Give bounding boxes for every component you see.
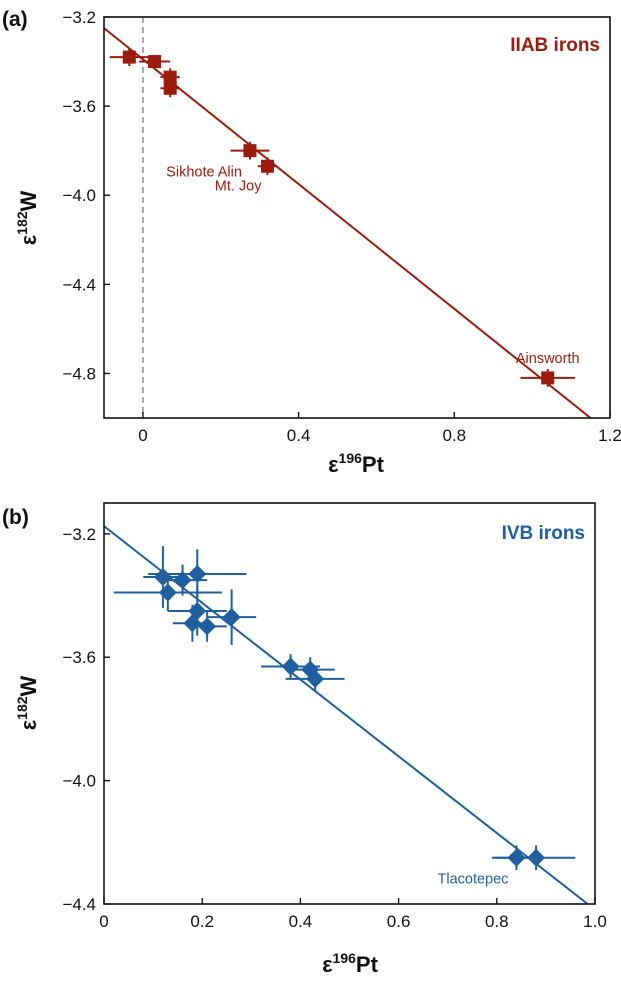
diamond-marker	[158, 583, 177, 602]
diamond-marker	[183, 614, 202, 633]
data-point	[496, 845, 576, 871]
diamond-marker	[173, 571, 192, 590]
annotation-mt-joy: Mt. Joy	[215, 178, 262, 194]
x-axis-title-sup: 196	[333, 950, 357, 966]
x-tick-label: 0.2	[190, 912, 214, 931]
y-tick-label: −4.4	[62, 275, 96, 294]
x-tick-label: 1.0	[583, 912, 607, 931]
data-point	[139, 54, 171, 69]
x-tick-label: 0.8	[485, 912, 509, 931]
square-marker	[122, 50, 136, 64]
data-point	[160, 79, 180, 98]
x-axis-title-base: ε	[322, 952, 333, 977]
annotation-ainsworth: Ainsworth	[516, 351, 580, 367]
data-point	[520, 368, 575, 387]
panel-label: (a)	[2, 8, 28, 31]
annotation-sikhote-alin: Sikhote Alin	[166, 165, 242, 181]
y-axis-title: ε182W	[14, 675, 41, 730]
fit-line	[104, 27, 592, 418]
axes-frame	[103, 16, 611, 419]
y-tick-label: −3.2	[62, 525, 96, 544]
y-tick-label: −3.6	[62, 97, 96, 116]
panel-b: (b) 0 0.2 0.4 0.6 0.8 1.0 −3.2 −3.6 −4.0 −4.4 IVB…	[2, 502, 607, 977]
axes-frame	[103, 502, 596, 905]
data-point	[261, 654, 321, 679]
x-tick-label: 0.8	[442, 426, 466, 445]
data-point	[230, 141, 270, 160]
data-point	[257, 157, 278, 176]
y-axis-title-base: ε	[16, 719, 41, 730]
plot-area: 0 0.4 0.8 1.2 −3.2 −3.6 −4.0 −4.4 −4.8	[62, 8, 621, 445]
square-marker	[163, 81, 177, 95]
group-title: IIAB irons	[510, 35, 600, 56]
x-axis-title-base: ε	[328, 452, 339, 477]
x-tick-label: 0.4	[287, 426, 311, 445]
x-tick-label: 0	[99, 912, 108, 931]
panel-a: (a) 0 0.4 0.8 1.2 −3.2 −3.6 −4.0 −4.4 −4.8 IIAB …	[2, 8, 621, 477]
y-tick-label: −3.6	[62, 648, 96, 667]
data-point	[207, 589, 257, 645]
panel-label: (b)	[2, 506, 29, 529]
y-tick-label: −4.4	[62, 895, 96, 914]
data-point	[285, 666, 345, 692]
plot-area: 0 0.2 0.4 0.6 0.8 1.0 −3.2 −3.6 −4.0 −4.4	[62, 502, 607, 931]
square-marker	[260, 159, 274, 173]
y-axis-title-rest: W	[16, 190, 41, 211]
data-point	[113, 573, 222, 611]
x-axis-title-sup: 196	[339, 450, 363, 466]
annotation-tlacotepec: Tlacotepec	[438, 872, 509, 888]
diamond-marker	[222, 608, 241, 627]
y-axis-title-sup: 182	[14, 696, 30, 720]
square-marker	[243, 144, 257, 158]
y-tick-label: −3.2	[62, 8, 96, 27]
y-tick-label: −4.0	[62, 772, 96, 791]
diamond-marker	[527, 848, 546, 867]
data-point	[187, 610, 227, 642]
diamond-marker	[188, 564, 207, 583]
y-axis-title-sup: 182	[14, 211, 30, 235]
diamond-marker	[306, 669, 325, 688]
x-tick-label: 1.2	[598, 426, 621, 445]
square-marker	[541, 371, 555, 385]
diamond-marker	[281, 657, 300, 676]
x-axis-title: ε196Pt	[328, 450, 384, 477]
data-point	[109, 48, 149, 67]
x-tick-label: 0.6	[387, 912, 411, 931]
diamond-marker	[198, 617, 217, 636]
x-tick-label: 0.4	[289, 912, 313, 931]
y-axis-title: ε182W	[14, 190, 41, 245]
x-axis-title-rest: Pt	[356, 952, 379, 977]
x-axis-title-rest: Pt	[362, 452, 385, 477]
y-tick-label: −4.8	[62, 364, 96, 383]
x-tick-label: 0	[138, 426, 147, 445]
fit-line	[104, 525, 589, 904]
y-axis-title-rest: W	[16, 675, 41, 696]
y-axis-title-base: ε	[16, 234, 41, 245]
x-axis-title: ε196Pt	[322, 950, 378, 977]
y-tick-label: −4.0	[62, 186, 96, 205]
group-title: IVB irons	[502, 523, 585, 544]
square-marker	[163, 70, 177, 84]
square-marker	[148, 55, 162, 69]
